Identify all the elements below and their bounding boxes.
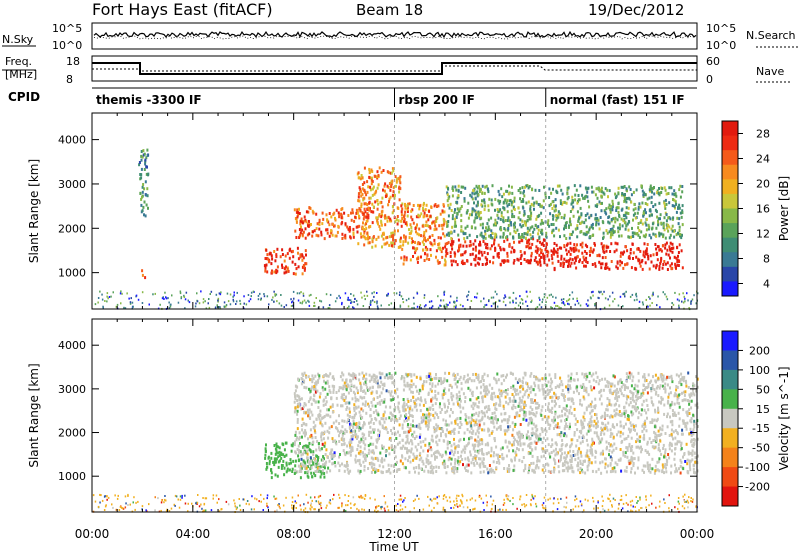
colorbar-swatch: [722, 150, 738, 166]
colorbar-swatch: [722, 331, 738, 351]
x-tick-label: 00:00: [680, 527, 715, 541]
colorbar-tick-label: 28: [756, 128, 770, 141]
colorbar-swatch: [722, 208, 738, 224]
cpid-bar: themis -3300 IF rbsp 200 IF normal (fast) …: [96, 88, 685, 107]
colorbar-swatch: [722, 408, 738, 429]
y-tick-label: 4000: [58, 339, 86, 352]
nave-label: Nave: [756, 65, 784, 78]
x-tick-label: 08:00: [276, 527, 311, 541]
nave-tick-top: 60: [706, 55, 720, 68]
y-axis-label: Slant Range [km]: [27, 159, 41, 263]
x-tick-label: 00:00: [75, 527, 110, 541]
colorbar-swatch: [722, 350, 738, 371]
colorbar-swatch: [722, 428, 738, 449]
nsky-panel: [91, 22, 698, 50]
x-tick-label: 16:00: [478, 527, 513, 541]
y-tick-label: 1000: [58, 267, 86, 280]
nave-line: [92, 65, 697, 72]
y-tick-label: 2000: [58, 222, 86, 235]
colorbar-tick-label: 20: [756, 178, 770, 191]
colorbar-swatch: [722, 369, 738, 390]
beam-label: Beam 18: [356, 1, 423, 19]
x-tick-label: 12:00: [377, 527, 412, 541]
colorbar-swatch: [722, 164, 738, 180]
colorbar-swatch: [722, 179, 738, 195]
time-axis: 00:00 04:00 08:00 12:00 16:00 20:00 00:00: [75, 527, 715, 541]
colorbar-tick-label: 4: [763, 278, 770, 291]
colorbar-swatch: [722, 223, 738, 239]
colorbar-tick-label: 50: [756, 383, 770, 396]
date-label: 19/Dec/2012: [588, 1, 684, 19]
freq-label-2: [MHz]: [5, 68, 37, 81]
cpid-segment-label: normal (fast) 151 IF: [550, 93, 685, 107]
nsearch-label: N.Search: [746, 29, 796, 42]
heatmap-cells: [94, 148, 699, 311]
freq-tick-bottom: 8: [66, 73, 73, 86]
nsky-line: [93, 30, 697, 40]
colorbar-tick-label: 8: [763, 253, 770, 266]
colorbar-swatch: [722, 486, 738, 507]
colorbar-tick-label: 100: [749, 364, 770, 377]
y-axis-label: Slant Range [km]: [27, 363, 41, 467]
colorbar-tick-label: 16: [756, 203, 770, 216]
cpid-segment-label: themis -3300 IF: [96, 93, 202, 107]
nsearch-tick-top: 10^5: [706, 22, 736, 35]
colorbar-swatch: [722, 121, 738, 137]
colorbar-swatch: [722, 252, 738, 268]
y-tick-label: 1000: [58, 470, 86, 483]
y-tick-label: 4000: [58, 134, 86, 147]
nave-tick-bottom: 0: [706, 73, 713, 86]
colorbar-tick-label: 12: [756, 228, 770, 241]
x-axis-label: Time UT: [368, 540, 419, 554]
colorbar-tick-label: 24: [756, 153, 770, 166]
nsearch-tick-bottom: 10^0: [706, 39, 736, 52]
heatmap-cells: [92, 371, 699, 514]
colorbar-swatch: [722, 237, 738, 253]
colorbar-swatch: [722, 467, 738, 488]
colorbar-frame: [721, 330, 739, 507]
cpid-segment-label: rbsp 200 IF: [399, 93, 475, 107]
colorbar-swatch: [722, 266, 738, 282]
colorbar-swatch: [722, 135, 738, 151]
freq-panel: [91, 55, 698, 82]
colorbar-swatch: [722, 389, 738, 410]
y-tick-label: 3000: [58, 383, 86, 396]
station-title: Fort Hays East (fitACF): [92, 0, 273, 19]
cpid-label: CPID: [8, 90, 40, 104]
colorbar-tick-label: -15: [752, 422, 770, 435]
nsky-tick-bottom: 10^0: [52, 39, 82, 52]
freq-tick-top: 18: [66, 55, 80, 68]
nsky-label: N.Sky: [2, 33, 34, 46]
power-colorbar: 4 8 12 16 20 24 28 Power [dB]: [721, 120, 791, 297]
colorbar-label: Power [dB]: [777, 176, 791, 241]
nsky-trace: [93, 30, 697, 39]
x-tick-label: 04:00: [176, 527, 211, 541]
colorbar-tick-label: -50: [752, 442, 770, 455]
velocity-panel: 1000 2000 3000 4000 Slant Range [km]: [27, 318, 699, 514]
colorbar-swatch: [722, 281, 738, 297]
power-panel: 1000 2000 3000 4000 Slant Range [km]: [27, 112, 699, 311]
colorbar-swatch: [722, 193, 738, 209]
colorbar-label: Velocity [m s^-1]: [777, 366, 791, 470]
x-tick-label: 20:00: [579, 527, 614, 541]
colorbar-tick-label: -100: [745, 461, 770, 474]
colorbar-tick-label: -200: [745, 481, 770, 494]
colorbar-swatch: [722, 447, 738, 468]
colorbar-tick-label: 200: [749, 344, 770, 357]
freq-line: [92, 62, 697, 75]
velocity-colorbar: 200 100 50 15 -15 -50 -100 -200 Velocity [m s^-1…: [721, 330, 791, 507]
nsky-tick-top: 10^5: [52, 22, 82, 35]
y-tick-label: 3000: [58, 178, 86, 191]
colorbar-tick-label: 15: [756, 403, 770, 416]
y-tick-label: 2000: [58, 427, 86, 440]
freq-label-1: Freq.: [5, 55, 32, 68]
